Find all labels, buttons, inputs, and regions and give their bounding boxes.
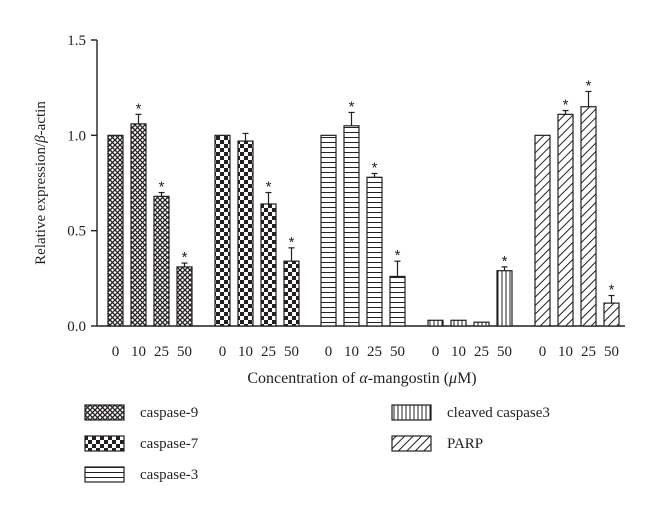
legend-swatch-caspase-9 <box>84 404 125 421</box>
legend-label: caspase-3 <box>140 467 198 483</box>
significance-star: * <box>609 281 615 298</box>
bar-caspase-9-0 <box>107 134 124 327</box>
x-tick-label: 0 <box>219 344 227 360</box>
x-tick-label: 25 <box>367 344 382 360</box>
x-tick-label: 10 <box>451 344 466 360</box>
y-ticks: 0.0 0.5 1.0 1.5 <box>67 33 97 335</box>
y-tick-label: 1.0 <box>67 128 86 144</box>
x-tick-label: 25 <box>474 344 489 360</box>
bar-parp-50 <box>603 302 620 327</box>
x-tick-label: 0 <box>432 344 440 360</box>
bar-parp-0 <box>534 134 551 327</box>
y-tick-label: 0.0 <box>67 319 86 335</box>
x-tick-label: 10 <box>558 344 573 360</box>
x-axis-label: Concentration of α-mangostin (μM) <box>247 370 476 387</box>
legend-swatch-caspase-3 <box>84 466 125 483</box>
x-tick-labels: 0 10 25 50 0 10 25 50 0 10 25 50 0 10 25 50 0 10 25 50 <box>112 344 619 360</box>
x-tick-label: 10 <box>238 344 253 360</box>
bars: * * * * * * * * * * * * <box>107 77 620 327</box>
legend-label: cleaved caspase3 <box>447 405 550 421</box>
x-tick-label: 25 <box>581 344 596 360</box>
x-label-part-5: M) <box>457 370 477 387</box>
bar-caspase-9-10 <box>130 123 147 327</box>
x-tick-label: 50 <box>177 344 192 360</box>
significance-star: * <box>372 159 378 176</box>
x-tick-label: 25 <box>154 344 169 360</box>
significance-star: * <box>563 97 569 114</box>
legend-label: PARP <box>447 436 483 452</box>
legend-swatch-parp <box>391 435 432 452</box>
bar-parp-10 <box>557 113 574 327</box>
x-tick-label: 0 <box>539 344 547 360</box>
significance-star: * <box>182 249 188 266</box>
x-tick-label: 10 <box>131 344 146 360</box>
bar-cleaved-caspase3-25 <box>473 321 490 327</box>
significance-star: * <box>502 253 508 270</box>
bar-caspase-7-25 <box>260 203 277 327</box>
y-tick-label: 0.5 <box>67 224 86 240</box>
legend-label: caspase-7 <box>140 436 199 452</box>
bar-parp-25 <box>580 106 597 327</box>
x-tick-label: 50 <box>390 344 405 360</box>
x-tick-label: 0 <box>112 344 120 360</box>
x-label-part-1: Concentration of <box>247 370 359 387</box>
y-label-beta: β <box>33 135 49 144</box>
bar-caspase-3-0 <box>320 134 337 327</box>
y-tick-label: 1.5 <box>67 33 86 49</box>
bar-cleaved-caspase3-50 <box>496 270 513 327</box>
significance-star: * <box>159 179 165 196</box>
bar-caspase-9-25 <box>153 195 170 327</box>
bar-cleaved-caspase3-0 <box>427 319 444 327</box>
bar-cleaved-caspase3-10 <box>450 319 467 327</box>
x-tick-label: 50 <box>284 344 299 360</box>
bar-caspase-7-0 <box>214 134 231 327</box>
legend-swatch-caspase-7 <box>84 435 125 452</box>
legend: caspase-9 caspase-7 caspase-3 cleaved caspa… <box>84 404 550 483</box>
y-label-part-1: Relative expression/ <box>33 142 49 265</box>
significance-star: * <box>266 179 272 196</box>
bar-caspase-9-50 <box>176 266 193 327</box>
y-axis-label: Relative expression/β-actin <box>33 101 49 265</box>
legend-swatch-cleaved-caspase3 <box>391 404 432 421</box>
legend-label: caspase-9 <box>140 405 198 421</box>
x-tick-label: 10 <box>344 344 359 360</box>
significance-star: * <box>289 234 295 251</box>
bar-caspase-3-50 <box>389 275 406 327</box>
x-tick-label: 25 <box>261 344 276 360</box>
bar-caspase-3-10 <box>343 125 360 327</box>
significance-star: * <box>586 77 592 94</box>
x-tick-label: 50 <box>604 344 619 360</box>
significance-star: * <box>349 98 355 115</box>
significance-star: * <box>395 247 401 264</box>
bar-caspase-7-50 <box>283 260 300 327</box>
x-label-mu: μ <box>448 370 457 387</box>
x-label-part-3: -mangostin ( <box>368 370 449 387</box>
x-label-alpha: α <box>359 370 368 387</box>
y-label-part-3: -actin <box>33 101 49 136</box>
bar-caspase-7-10 <box>237 140 254 327</box>
significance-star: * <box>136 100 142 117</box>
bar-caspase-3-25 <box>366 176 383 327</box>
x-tick-label: 0 <box>325 344 333 360</box>
x-tick-label: 50 <box>497 344 512 360</box>
